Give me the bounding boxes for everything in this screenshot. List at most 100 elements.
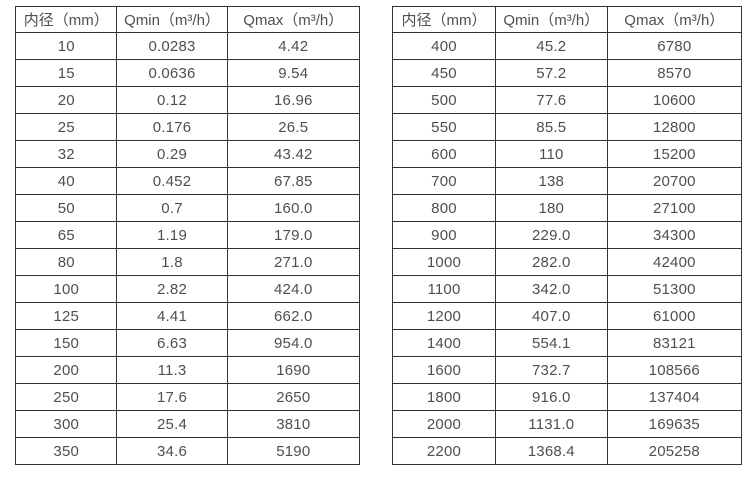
table-cell: 34300 — [606, 221, 743, 249]
table-cell: 57.2 — [494, 59, 608, 87]
table-cell: 20700 — [606, 167, 743, 195]
table-header: 内径（mm） Qmin（m³/h） Qmax（m³/h） — [14, 6, 361, 33]
table-row: 1200 407.0 61000 — [392, 302, 743, 330]
table-row: 2000 1131.0 169635 — [392, 410, 743, 438]
table-cell: 2.82 — [116, 275, 228, 303]
table-cell: 500 — [392, 86, 496, 114]
table-row: 600 110 15200 — [392, 140, 743, 168]
table-cell: 83121 — [606, 329, 743, 357]
table-body: 400 45.2 6780 450 57.2 8570 500 77.6 10600 550 85.… — [392, 32, 743, 465]
table-cell: 34.6 — [116, 437, 228, 465]
column-header-qmax: Qmax（m³/h） — [226, 6, 361, 33]
table-row: 1100 342.0 51300 — [392, 275, 743, 303]
table-cell: 300 — [14, 410, 118, 438]
table-cell: 350 — [14, 437, 118, 465]
table-row: 1800 916.0 137404 — [392, 383, 743, 411]
table-row: 15 0.0636 9.54 — [14, 59, 361, 87]
table-cell: 282.0 — [494, 248, 608, 276]
table-cell: 400 — [392, 32, 496, 60]
table-row: 200 11.3 1690 — [14, 356, 361, 384]
table-row: 500 77.6 10600 — [392, 86, 743, 114]
table-cell: 0.0283 — [116, 32, 228, 60]
table-row: 250 17.6 2650 — [14, 383, 361, 411]
table-row: 125 4.41 662.0 — [14, 302, 361, 330]
table-row: 50 0.7 160.0 — [14, 194, 361, 222]
table-row: 2200 1368.4 205258 — [392, 437, 743, 465]
table-cell: 85.5 — [494, 113, 608, 141]
table-cell: 15 — [14, 59, 118, 87]
table-cell: 61000 — [606, 302, 743, 330]
flow-rate-table-small-diameters: 内径（mm） Qmin（m³/h） Qmax（m³/h） 10 0.0283 4.4… — [14, 6, 361, 465]
table-row: 1600 732.7 108566 — [392, 356, 743, 384]
table-cell: 50 — [14, 194, 118, 222]
table-cell: 67.85 — [226, 167, 361, 195]
table-cell: 12800 — [606, 113, 743, 141]
table-cell: 732.7 — [494, 356, 608, 384]
table-cell: 11.3 — [116, 356, 228, 384]
table-row: 550 85.5 12800 — [392, 113, 743, 141]
table-cell: 954.0 — [226, 329, 361, 357]
table-row: 1000 282.0 42400 — [392, 248, 743, 276]
table-cell: 17.6 — [116, 383, 228, 411]
table-cell: 65 — [14, 221, 118, 249]
table-cell: 179.0 — [226, 221, 361, 249]
table-cell: 2200 — [392, 437, 496, 465]
table-row: 32 0.29 43.42 — [14, 140, 361, 168]
table-row: 80 1.8 271.0 — [14, 248, 361, 276]
table-cell: 43.42 — [226, 140, 361, 168]
table-body: 10 0.0283 4.42 15 0.0636 9.54 20 0.12 16.96 25 0.1… — [14, 32, 361, 465]
table-cell: 108566 — [606, 356, 743, 384]
header-row: 内径（mm） Qmin（m³/h） Qmax（m³/h） — [392, 6, 743, 33]
table-cell: 20 — [14, 86, 118, 114]
table-row: 800 180 27100 — [392, 194, 743, 222]
table-row: 25 0.176 26.5 — [14, 113, 361, 141]
table-cell: 110 — [494, 140, 608, 168]
column-header-qmax: Qmax（m³/h） — [606, 6, 743, 33]
table-cell: 1690 — [226, 356, 361, 384]
table-cell: 800 — [392, 194, 496, 222]
table-cell: 150 — [14, 329, 118, 357]
table-cell: 6.63 — [116, 329, 228, 357]
table-cell: 10 — [14, 32, 118, 60]
table-cell: 916.0 — [494, 383, 608, 411]
table-cell: 51300 — [606, 275, 743, 303]
table-cell: 15200 — [606, 140, 743, 168]
table-cell: 32 — [14, 140, 118, 168]
table-row: 150 6.63 954.0 — [14, 329, 361, 357]
table-cell: 10600 — [606, 86, 743, 114]
table-cell: 16.96 — [226, 86, 361, 114]
table-cell: 180 — [494, 194, 608, 222]
table-cell: 229.0 — [494, 221, 608, 249]
table-cell: 1800 — [392, 383, 496, 411]
table-cell: 550 — [392, 113, 496, 141]
table-cell: 250 — [14, 383, 118, 411]
table-cell: 25 — [14, 113, 118, 141]
table-cell: 25.4 — [116, 410, 228, 438]
table-cell: 100 — [14, 275, 118, 303]
table-cell: 1200 — [392, 302, 496, 330]
table-cell: 600 — [392, 140, 496, 168]
table-cell: 900 — [392, 221, 496, 249]
table-cell: 27100 — [606, 194, 743, 222]
table-cell: 1131.0 — [494, 410, 608, 438]
table-cell: 80 — [14, 248, 118, 276]
table-cell: 169635 — [606, 410, 743, 438]
table-cell: 1000 — [392, 248, 496, 276]
table-cell: 0.12 — [116, 86, 228, 114]
table-row: 65 1.19 179.0 — [14, 221, 361, 249]
table-row: 100 2.82 424.0 — [14, 275, 361, 303]
table-cell: 1.8 — [116, 248, 228, 276]
table-cell: 1368.4 — [494, 437, 608, 465]
table-cell: 1100 — [392, 275, 496, 303]
table-cell: 6780 — [606, 32, 743, 60]
table-row: 1400 554.1 83121 — [392, 329, 743, 357]
table-cell: 0.29 — [116, 140, 228, 168]
table-header: 内径（mm） Qmin（m³/h） Qmax（m³/h） — [392, 6, 743, 33]
table-cell: 0.0636 — [116, 59, 228, 87]
table-cell: 271.0 — [226, 248, 361, 276]
table-cell: 26.5 — [226, 113, 361, 141]
table-row: 900 229.0 34300 — [392, 221, 743, 249]
table-cell: 700 — [392, 167, 496, 195]
table-cell: 4.41 — [116, 302, 228, 330]
table-cell: 40 — [14, 167, 118, 195]
